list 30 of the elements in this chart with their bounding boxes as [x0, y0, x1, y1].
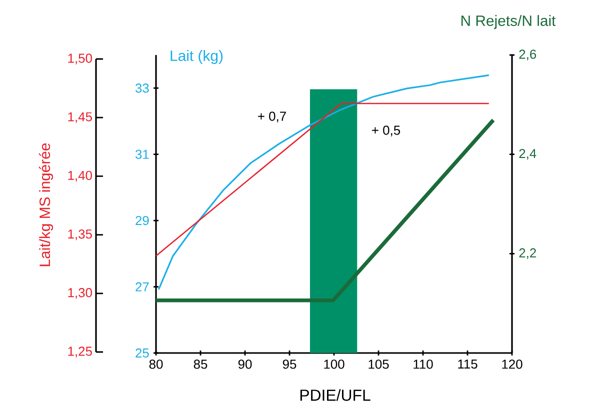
y3-tick-label: 29	[136, 216, 149, 226]
y2-tick-label: 2,2	[519, 248, 536, 260]
y-tick-label: 1,50	[68, 54, 92, 64]
y3-tick-label: 33	[135, 84, 149, 93]
x-tick-label: 105	[368, 360, 389, 369]
x-tick-label: 120	[502, 360, 522, 369]
annotation: + 0,7	[258, 112, 286, 122]
y-tick-label: 1,25	[68, 346, 92, 358]
y3-tick-label: 25	[136, 348, 149, 358]
x-tick-label: 115	[458, 360, 478, 369]
y2-tick-label: 2,6	[519, 50, 536, 60]
y-tick-label: 1,40	[68, 170, 92, 182]
x-tick-label: 80	[149, 360, 163, 369]
annotation: + 0,5	[372, 126, 400, 136]
y2-tick-label: 2,4	[519, 148, 536, 160]
line-series	[158, 74, 490, 290]
x-axis-title: PDIE/UFL	[300, 389, 370, 401]
x-tick-label: 95	[282, 360, 296, 369]
y3-tick-label: 27	[136, 282, 149, 292]
y-tick-label: 1,45	[68, 112, 92, 123]
y-tick-label: 1,35	[68, 229, 92, 240]
y3-tick-label: 31	[135, 150, 149, 159]
y3-axis-title: Lait (kg)	[170, 50, 223, 64]
y-axis-title: Lait/kg MS ingérée	[38, 143, 54, 266]
x-tick-label: 90	[238, 360, 252, 369]
y2-axis-title: N Rejets/N lait	[461, 15, 556, 29]
x-tick-label: 110	[414, 360, 433, 369]
y-tick-label: 1,30	[68, 288, 92, 299]
x-tick-label: 100	[324, 360, 344, 369]
x-tick-label: 85	[194, 360, 208, 369]
